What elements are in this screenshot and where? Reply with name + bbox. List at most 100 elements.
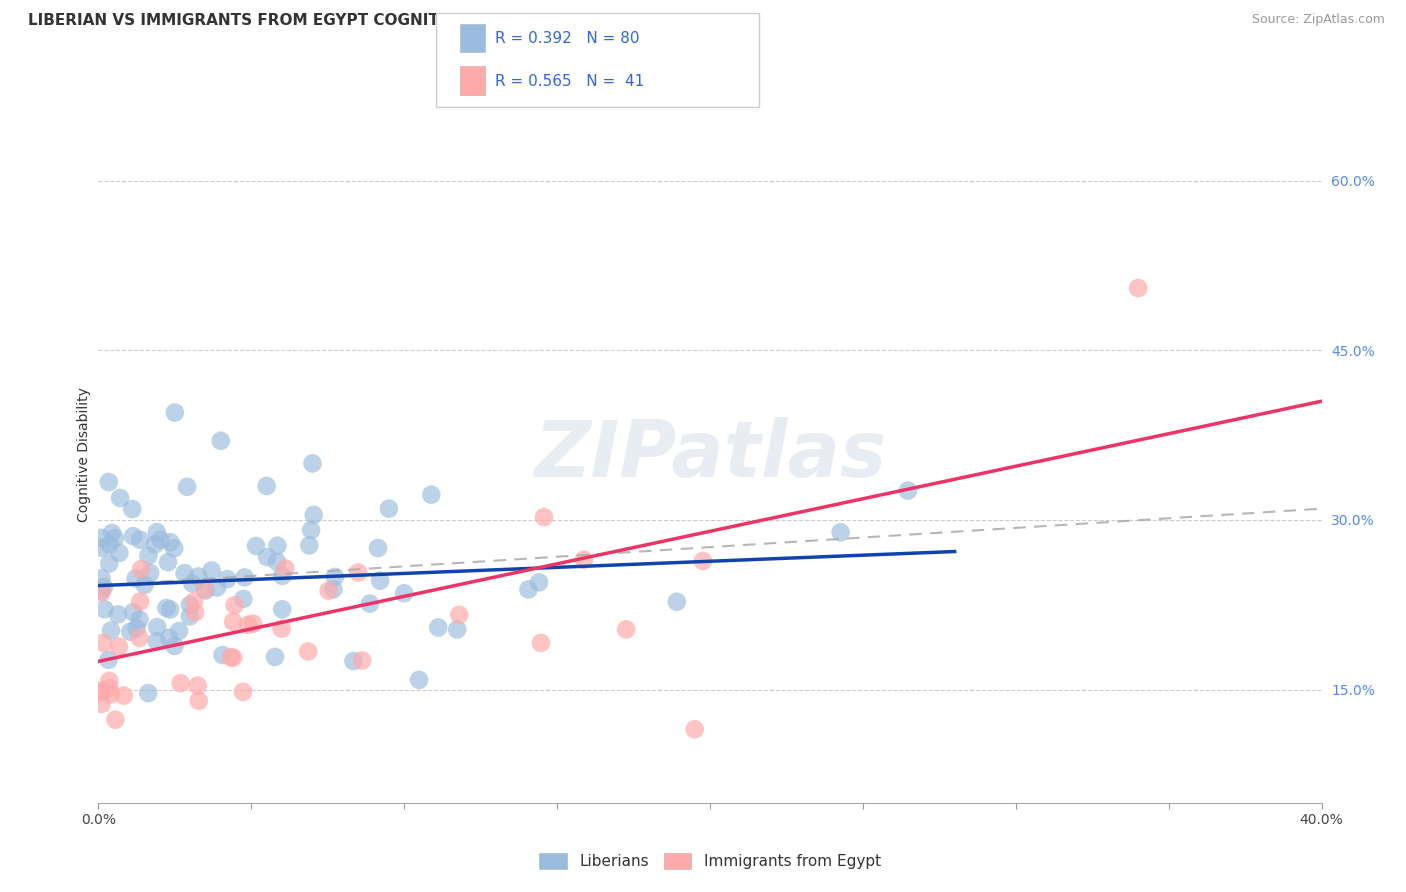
Point — [232, 591, 254, 606]
Point — [98, 681, 121, 696]
Point — [264, 649, 287, 664]
Point — [146, 620, 169, 634]
Point — [270, 622, 292, 636]
Point — [266, 555, 288, 569]
Point — [297, 644, 319, 658]
Point — [352, 653, 374, 667]
Point — [224, 598, 246, 612]
Point — [266, 539, 288, 553]
Point — [124, 572, 146, 586]
Point — [176, 480, 198, 494]
Point — [408, 673, 430, 687]
Point — [1128, 281, 1150, 295]
Point — [159, 602, 181, 616]
Point — [90, 697, 112, 711]
Point — [112, 689, 135, 703]
Point — [274, 561, 297, 575]
Point — [242, 616, 264, 631]
Text: R = 0.565   N =  41: R = 0.565 N = 41 — [495, 74, 644, 89]
Point — [90, 541, 112, 555]
Point — [184, 606, 207, 620]
Point — [108, 546, 131, 560]
Point — [298, 538, 321, 552]
Point — [90, 583, 112, 598]
Point — [93, 580, 115, 594]
Point — [149, 533, 172, 547]
Point — [530, 636, 553, 650]
Point — [446, 623, 468, 637]
Legend: Liberians, Immigrants from Egypt: Liberians, Immigrants from Egypt — [533, 847, 887, 875]
Point — [392, 586, 415, 600]
Point — [201, 564, 224, 578]
Point — [136, 686, 159, 700]
Point — [187, 569, 209, 583]
Point — [187, 679, 209, 693]
Point — [378, 501, 401, 516]
Point — [692, 554, 714, 568]
Point — [129, 562, 152, 576]
Point — [139, 566, 162, 580]
Point — [209, 434, 232, 448]
Point — [108, 491, 131, 505]
Point — [173, 566, 195, 581]
Point — [125, 621, 148, 635]
Point — [533, 510, 555, 524]
Text: LIBERIAN VS IMMIGRANTS FROM EGYPT COGNITIVE DISABILITY CORRELATION CHART: LIBERIAN VS IMMIGRANTS FROM EGYPT COGNIT… — [28, 13, 755, 29]
Point — [90, 685, 112, 699]
Point — [145, 634, 167, 648]
Point — [93, 602, 115, 616]
Point — [194, 583, 217, 598]
Point — [120, 624, 142, 639]
Point — [271, 602, 294, 616]
Point — [683, 723, 706, 737]
Point — [211, 648, 233, 662]
Point — [167, 624, 190, 638]
Point — [107, 607, 129, 622]
Point — [194, 582, 217, 596]
Point — [98, 538, 121, 552]
Text: Source: ZipAtlas.com: Source: ZipAtlas.com — [1251, 13, 1385, 27]
Point — [222, 650, 245, 665]
Point — [156, 555, 179, 569]
Point — [90, 683, 112, 698]
Point — [90, 571, 112, 585]
Point — [97, 475, 120, 489]
Point — [219, 650, 242, 665]
Point — [318, 583, 340, 598]
Point — [897, 483, 920, 498]
Point — [138, 549, 160, 563]
Point — [830, 525, 852, 540]
Point — [517, 582, 540, 597]
Point — [179, 598, 201, 612]
Point — [245, 539, 267, 553]
Point — [665, 595, 688, 609]
Point — [614, 623, 637, 637]
Point — [100, 687, 122, 701]
Point — [143, 537, 166, 551]
Point — [232, 685, 254, 699]
Point — [322, 582, 344, 597]
Point — [90, 585, 112, 599]
Point — [420, 488, 443, 502]
Y-axis label: Cognitive Disability: Cognitive Disability — [77, 387, 91, 523]
Point — [146, 525, 169, 540]
Point — [129, 594, 152, 608]
Point — [271, 569, 294, 583]
Point — [347, 566, 370, 580]
Point — [91, 636, 114, 650]
Point — [572, 553, 595, 567]
Point — [301, 457, 323, 471]
Point — [181, 576, 204, 591]
Point — [183, 594, 205, 608]
Point — [222, 615, 245, 629]
Point — [323, 570, 346, 584]
Point — [121, 502, 143, 516]
Point — [169, 676, 191, 690]
Point — [163, 541, 186, 556]
Point — [163, 639, 186, 653]
Point — [122, 529, 145, 543]
Point — [104, 713, 127, 727]
Point — [256, 479, 278, 493]
Point — [101, 526, 124, 541]
Point — [179, 609, 201, 624]
